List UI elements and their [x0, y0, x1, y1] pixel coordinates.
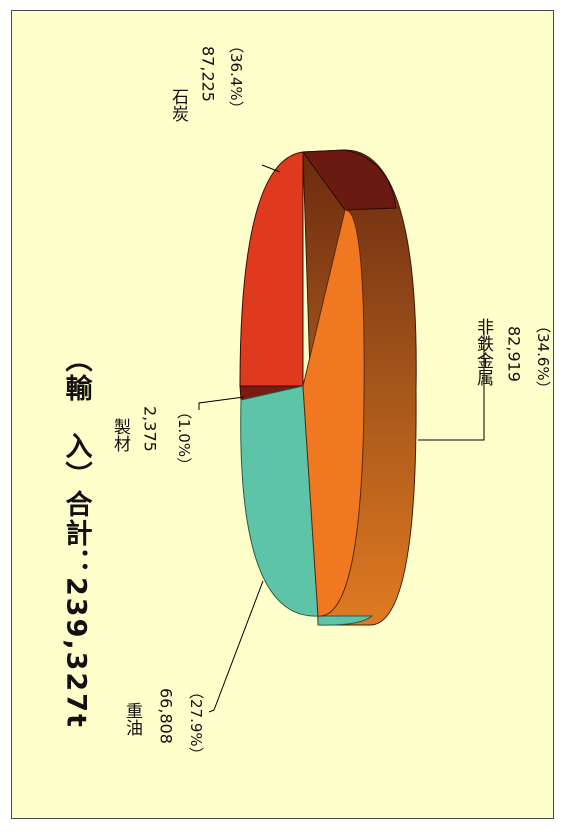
pie-slice-coal: [239, 151, 304, 387]
label-heavy-oil-value: 66,808: [157, 688, 176, 744]
label-coal-name: 石炭: [168, 88, 189, 122]
label-lumber-value: 2,375: [141, 406, 160, 452]
label-heavy-oil-percent: （27.9%）: [187, 684, 205, 762]
leader-coal: [261, 164, 281, 173]
chart-title: （輸 入）合計：239,327t: [61, 345, 93, 729]
leader-lumber: [198, 396, 245, 410]
label-lumber-percent: （1.0%）: [175, 404, 193, 472]
label-nonferrous-value: 82,919: [505, 326, 524, 382]
pie-slice-nonferrous: [302, 209, 365, 617]
label-lumber-name: 製材: [110, 418, 131, 452]
leader-nonferrous: [418, 330, 485, 441]
label-coal-percent: （36.4%）: [227, 38, 245, 116]
label-nonferrous-percent: （34.6%）: [534, 318, 552, 396]
label-coal-value: 87,225: [199, 46, 218, 102]
label-heavy-oil-name: 重油: [122, 702, 143, 736]
leader-heavy-oil: [208, 580, 264, 713]
pie-depth-coal: [302, 149, 397, 211]
pie-depth-oil: [317, 615, 374, 626]
pie-slice-heavy-oil: [240, 385, 319, 617]
label-nonferrous-name: 非鉄金属: [473, 318, 494, 386]
